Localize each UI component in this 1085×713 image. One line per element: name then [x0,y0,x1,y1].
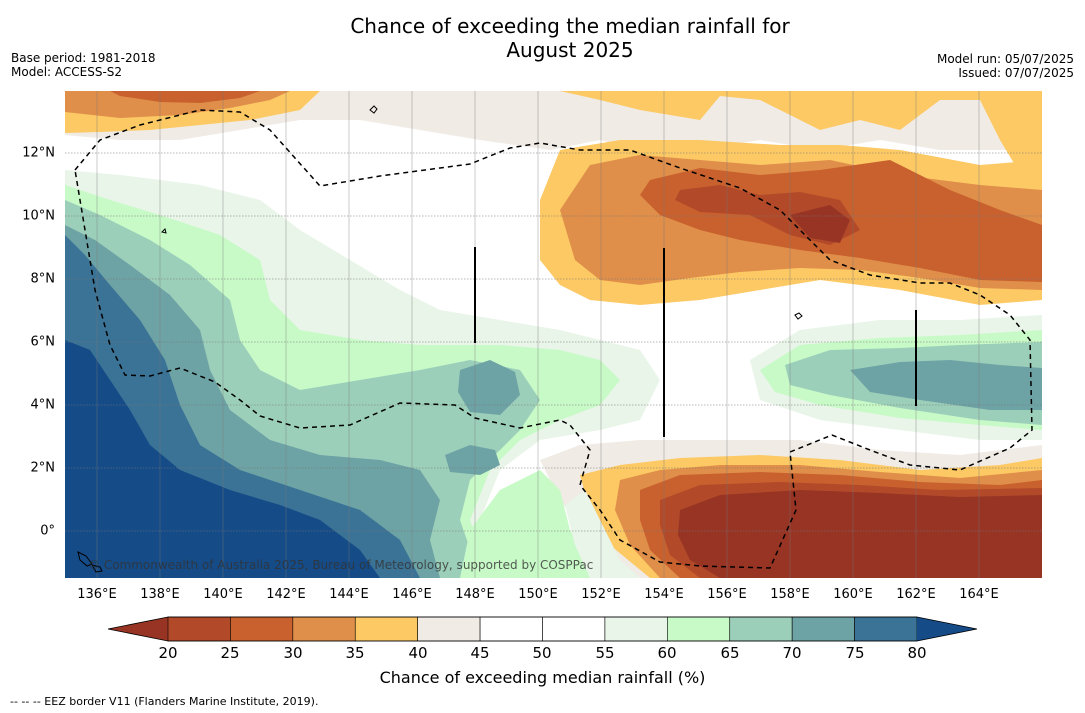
graticule [96,91,980,578]
contour-below-20-se [678,490,1042,578]
y-tick-label: 6°N [30,334,56,350]
colorbar [107,616,978,642]
colorbar-tick: 45 [470,644,490,662]
colorbar-label: Chance of exceeding median rainfall (%) [379,668,706,687]
colorbar-tick: 25 [220,644,240,662]
base-period: Base period: 1981-2018 [11,51,156,65]
colorbar-extend-high [917,617,977,641]
x-tick-label: 154°E [644,587,684,602]
chart-title: Chance of exceeding the median rainfall … [0,14,1085,62]
colorbar-tick: 65 [720,644,740,662]
colorbar-cell [292,616,356,642]
wet-patch-148e-2n [445,445,500,475]
colorbar-cell [354,616,418,642]
x-tick-label: 162°E [896,587,936,602]
contour-55-60-south [565,490,640,578]
colorbar-tick: 80 [907,644,927,662]
x-tick-label: 140°E [203,587,243,602]
colorbar-cell [667,616,731,642]
x-tick-label: 138°E [140,587,180,602]
x-tick-label: 160°E [833,587,873,602]
islands [77,105,803,573]
x-tick-label: 150°E [518,587,558,602]
x-tick-label: 148°E [455,587,495,602]
y-tick-label: 0° [40,523,55,539]
colorbar-tick: 55 [595,644,615,662]
colorbar-extend-low [108,617,168,641]
eez-border [74,109,1033,569]
y-tick-label: 4°N [30,397,56,413]
x-tick-label: 144°E [329,587,369,602]
title-line-1: Chance of exceeding the median rainfall … [350,14,790,38]
colorbar-cells [167,616,918,642]
contour-above-80-west [65,340,380,578]
colorbar-cell [230,616,294,642]
latitude-lines [65,152,1042,532]
colorbar-cell [604,616,668,642]
x-tick-label: 136°E [77,587,117,602]
y-tick-label: 2°N [30,460,56,476]
x-tick-label: 152°E [581,587,621,602]
contour-35-40-ne [560,91,1042,190]
colorbar-tick: 30 [283,644,303,662]
colorbar-tick: 35 [345,644,365,662]
colorbar-cell [542,616,606,642]
x-tick-label: 158°E [770,587,810,602]
colorbar-tick: 75 [845,644,865,662]
colorbar-cell [854,616,918,642]
model-name: Model: ACCESS-S2 [11,65,123,79]
longitude-markers [474,247,917,437]
contour-60-65-south [460,470,610,578]
meta-left: Base period: 1981-2018 Model: ACCESS-S2 [11,51,156,79]
issued-date: Issued: 07/07/2025 [958,66,1074,80]
meta-right: Model run: 05/07/2025 Issued: 07/07/2025 [937,52,1074,80]
model-run: Model run: 05/07/2025 [936,52,1074,66]
x-tick-label: 156°E [707,587,747,602]
colorbar-tick: 50 [532,644,552,662]
contour-below-20-east [790,205,850,243]
y-tick-label: 10°N [22,208,55,224]
x-tick-label: 164°E [959,587,999,602]
y-tick-label: 8°N [30,271,56,287]
colorbar-cell [417,616,481,642]
title-line-2: August 2025 [506,38,634,62]
contour-70-75-east [850,360,1042,410]
x-tick-label: 142°E [266,587,306,602]
map-field [65,91,1042,578]
contour-25-30-ne-patch [1005,245,1042,282]
colorbar-tick: 70 [782,644,802,662]
colorbar-tick: 20 [158,644,178,662]
colorbar-cell [791,616,855,642]
x-tick-label: 146°E [392,587,432,602]
eez-footnote: -- -- -- EEZ border V11 (Flanders Marine… [10,695,319,708]
wet-patch-148e-4n [458,360,520,415]
colorbar-cell [729,616,793,642]
y-tick-label: 12°N [22,145,55,161]
colorbar-tick: 60 [657,644,677,662]
colorbar-cell [167,616,231,642]
contour-25-30-north [110,91,260,103]
copyright-notice: © Commonwealth of Australia 2025, Bureau… [88,558,594,572]
colorbar-cell [479,616,543,642]
colorbar-tick: 40 [408,644,428,662]
